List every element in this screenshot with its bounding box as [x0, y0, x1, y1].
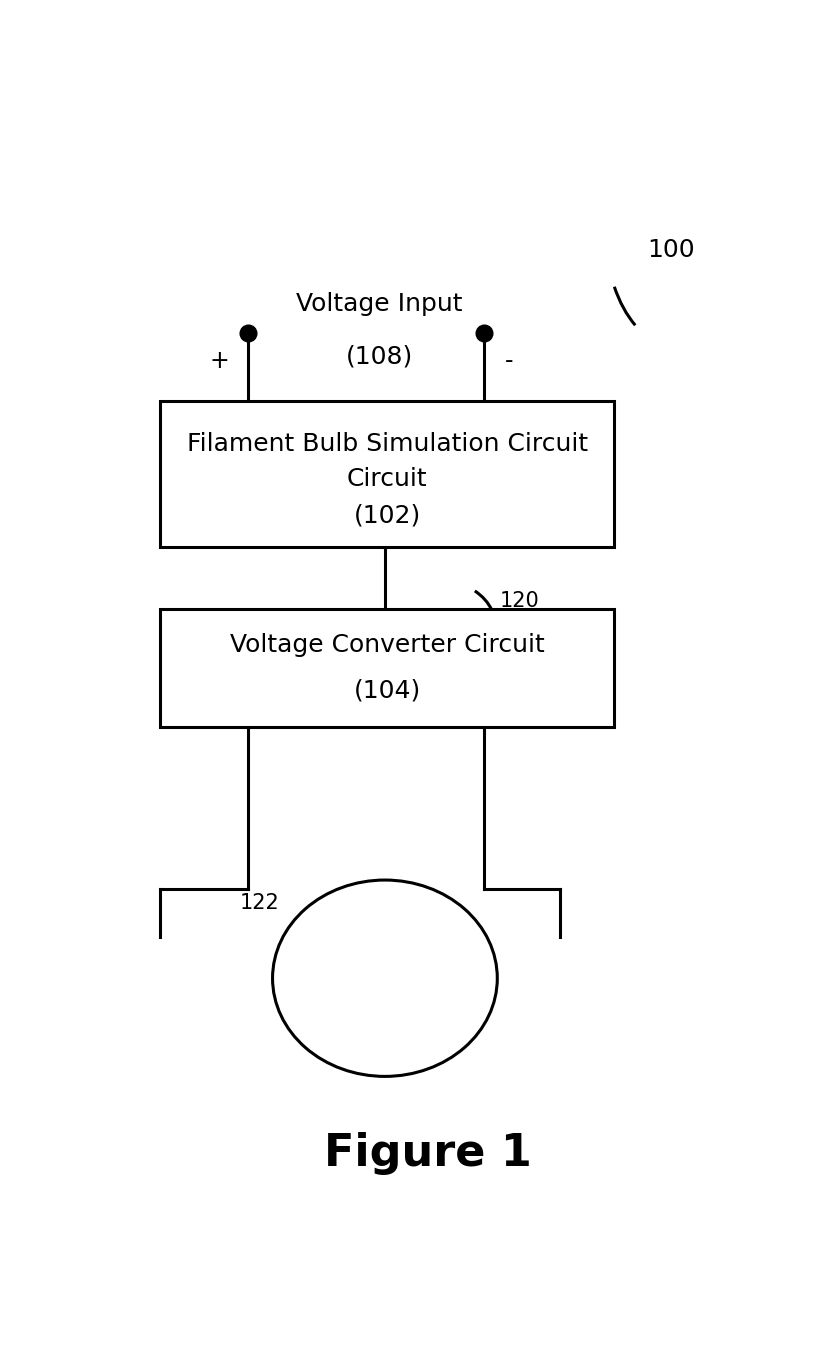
Text: 120: 120 [499, 592, 539, 611]
Text: Voltage Converter Circuit: Voltage Converter Circuit [230, 632, 544, 657]
Text: 100: 100 [647, 237, 695, 262]
Text: Filament Bulb Simulation Circuit: Filament Bulb Simulation Circuit [187, 432, 588, 457]
Text: -: - [504, 349, 514, 372]
Text: (102): (102) [354, 504, 421, 527]
Text: 122: 122 [240, 893, 280, 913]
Text: (106): (106) [353, 983, 417, 1007]
Text: Voltage Input: Voltage Input [296, 292, 463, 316]
Text: (104): (104) [354, 679, 421, 703]
Bar [160, 401, 615, 547]
Ellipse shape [272, 880, 498, 1077]
Text: (108): (108) [346, 345, 413, 368]
Text: LED(s): LED(s) [347, 951, 423, 975]
Text: Figure 1: Figure 1 [324, 1131, 532, 1175]
Bar [160, 609, 615, 728]
Text: Circuit: Circuit [347, 468, 428, 491]
Text: +: + [210, 349, 229, 372]
